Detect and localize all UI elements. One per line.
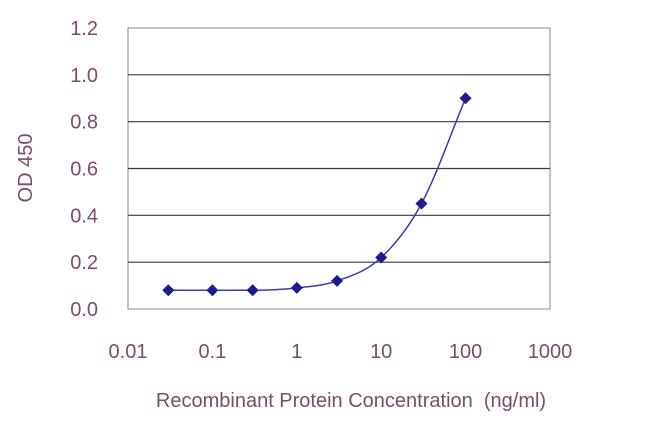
x-tick-label: 0.01 <box>109 341 148 363</box>
y-tick-labels: 0.0 0.2 0.4 0.6 0.8 1.0 1.2 <box>70 18 98 321</box>
data-point <box>331 274 344 287</box>
x-tick-label: 1 <box>291 341 302 363</box>
data-point <box>290 281 303 294</box>
data-point <box>415 197 428 210</box>
data-point <box>459 92 472 105</box>
data-points <box>162 92 472 297</box>
x-tick-label: 0.1 <box>198 341 226 363</box>
y-tick-label: 0.0 <box>70 299 98 321</box>
x-tick-label: 10 <box>370 341 392 363</box>
x-tick-label: 1000 <box>528 341 573 363</box>
grid-lines <box>128 74 550 263</box>
y-axis-title: OD 450 <box>15 134 37 203</box>
x-axis-title: Recombinant Protein Concentration (ng/ml… <box>156 390 546 412</box>
y-tick-label: 1.2 <box>70 18 98 40</box>
y-tick-label: 0.8 <box>70 112 98 134</box>
data-point <box>375 251 388 264</box>
x-tick-labels: 0.01 0.1 1 10 100 1000 <box>109 341 573 363</box>
y-tick-label: 0.6 <box>70 159 98 181</box>
data-point <box>246 284 259 297</box>
y-tick-label: 0.4 <box>70 205 98 227</box>
data-point <box>162 284 175 297</box>
y-tick-label: 0.2 <box>70 252 98 274</box>
x-tick-label: 100 <box>449 341 482 363</box>
y-tick-label: 1.0 <box>70 65 98 87</box>
fit-curve <box>168 97 467 292</box>
data-point <box>206 284 219 297</box>
